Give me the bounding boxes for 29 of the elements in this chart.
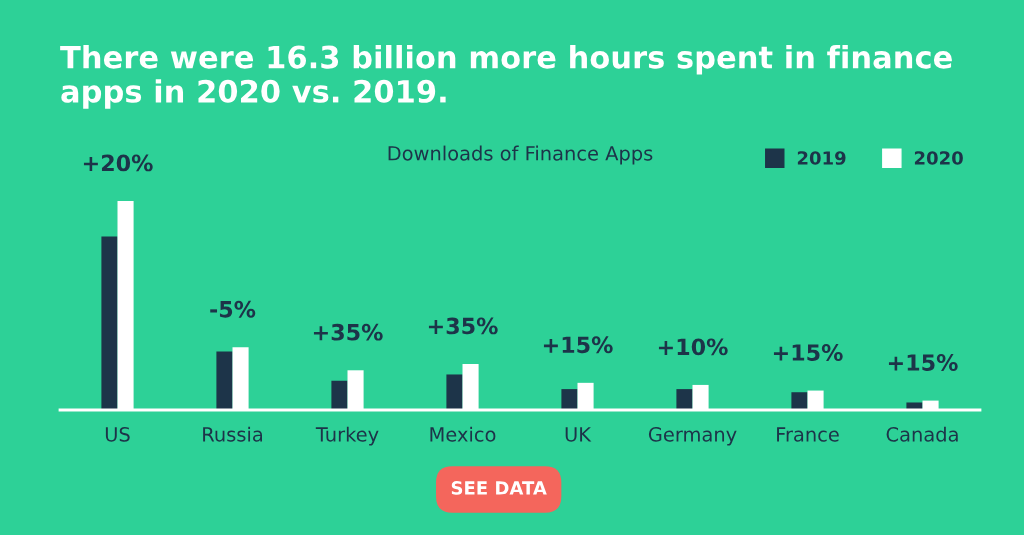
- bar: [331, 380, 348, 410]
- x-tick-label: Germany: [648, 427, 737, 446]
- bar: [446, 374, 463, 410]
- bar: [676, 389, 693, 410]
- annotation: -5%: [210, 300, 256, 318]
- bar: [906, 402, 923, 410]
- x-tick-label: Russia: [203, 426, 263, 442]
- annotation: +15%: [773, 344, 843, 361]
- annotation: +15%: [543, 336, 613, 354]
- legend-label: 2020: [914, 151, 963, 165]
- annotation: +15%: [888, 354, 958, 371]
- bar: [101, 236, 118, 410]
- bar: [791, 392, 808, 410]
- text: +20%: [83, 154, 153, 172]
- x-tick-label: US: [105, 427, 130, 442]
- x-tick-label: Turkey: [315, 426, 379, 446]
- chart-title: There were 16.3 billion more hours spent in finance apps in 2020 vs. 2019.: [60, 45, 952, 109]
- legend-label: 2019: [797, 151, 846, 165]
- bar: [216, 351, 233, 410]
- x-tick-label: France: [777, 427, 839, 442]
- chart-subtitle: Downloads of Finance Apps: [388, 145, 653, 165]
- bar: [561, 389, 578, 410]
- x-tick-label: UK: [565, 427, 592, 442]
- annotation: +35%: [428, 317, 498, 335]
- annotation: +35%: [313, 323, 383, 341]
- text: SEE DATA: [451, 481, 547, 495]
- x-tick-label: Canada: [886, 426, 958, 442]
- x-tick-label: Mexico: [430, 426, 496, 442]
- annotation: +10%: [658, 338, 728, 356]
